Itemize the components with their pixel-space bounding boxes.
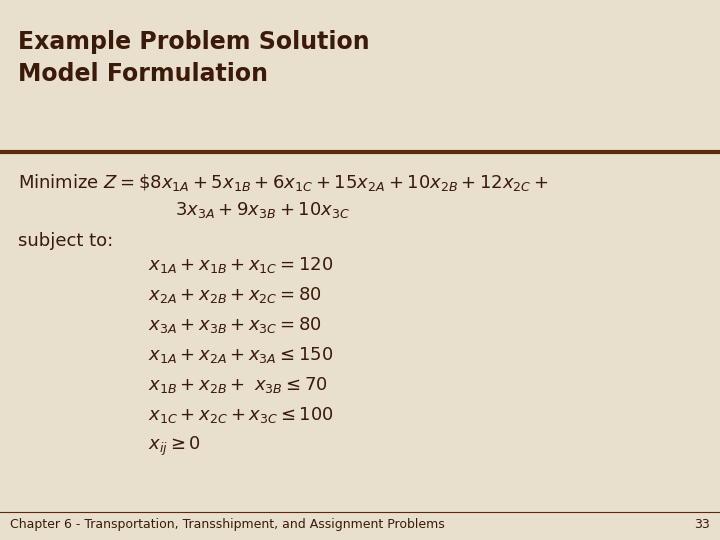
Text: $x_{2A} + x_{2B} + x_{2C} = 80$: $x_{2A} + x_{2B} + x_{2C} = 80$	[148, 285, 322, 305]
Text: $x_{ij} \geq 0$: $x_{ij} \geq 0$	[148, 435, 201, 458]
Text: subject to:: subject to:	[18, 232, 113, 250]
Text: Minimize $Z = \$8x_{1A} + 5x_{1B} + 6x_{1C} + 15x_{2A} + 10x_{2B} + 12x_{2C} +$: Minimize $Z = \$8x_{1A} + 5x_{1B} + 6x_{…	[18, 172, 549, 193]
Text: $3x_{3A} + 9x_{3B} + 10x_{3C}$: $3x_{3A} + 9x_{3B} + 10x_{3C}$	[175, 200, 350, 220]
Text: $x_{1A} + x_{2A} + x_{3A} \leq 150$: $x_{1A} + x_{2A} + x_{3A} \leq 150$	[148, 345, 333, 365]
Text: $x_{3A} + x_{3B} + x_{3C} = 80$: $x_{3A} + x_{3B} + x_{3C} = 80$	[148, 315, 322, 335]
Text: $x_{1A} + x_{1B} + x_{1C} = 120$: $x_{1A} + x_{1B} + x_{1C} = 120$	[148, 255, 333, 275]
Text: Example Problem Solution: Example Problem Solution	[18, 30, 369, 54]
Text: Chapter 6 - Transportation, Transshipment, and Assignment Problems: Chapter 6 - Transportation, Transshipmen…	[10, 518, 445, 531]
Text: $x_{1B} + x_{2B} +\ x_{3B} \leq 70$: $x_{1B} + x_{2B} +\ x_{3B} \leq 70$	[148, 375, 328, 395]
Text: Model Formulation: Model Formulation	[18, 62, 268, 86]
Text: $x_{1C} + x_{2C} + x_{3C} \leq 100$: $x_{1C} + x_{2C} + x_{3C} \leq 100$	[148, 405, 333, 425]
Text: 33: 33	[694, 518, 710, 531]
